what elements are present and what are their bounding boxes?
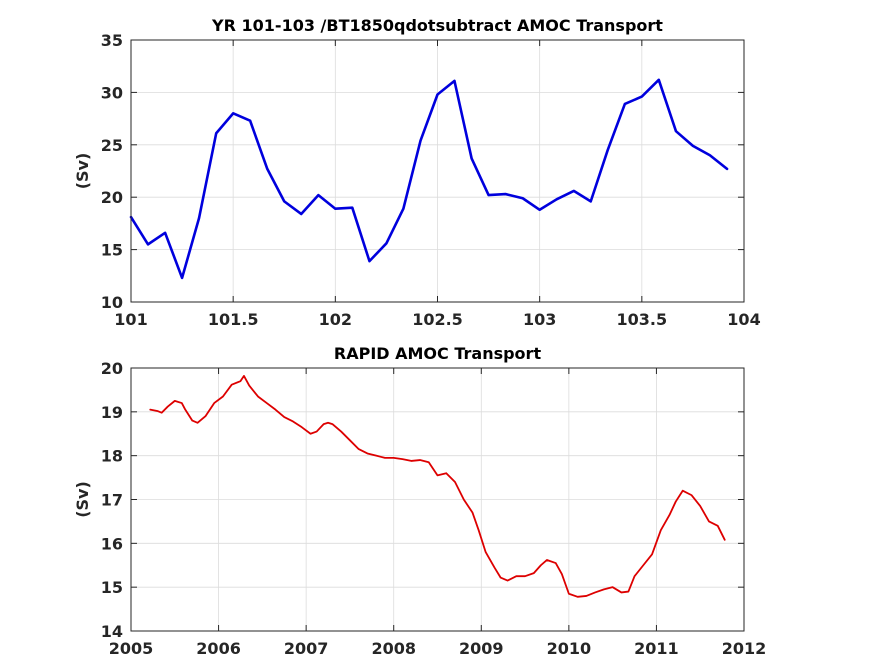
- y-tick-label: 30: [101, 83, 123, 102]
- y-tick-label: 20: [101, 188, 123, 207]
- y-tick-label: 25: [101, 136, 123, 155]
- y-tick-label: 15: [101, 241, 123, 260]
- y-tick-label: 16: [101, 534, 123, 553]
- x-tick-label: 2006: [196, 639, 241, 656]
- x-tick-label: 2007: [284, 639, 329, 656]
- y-tick-label: 14: [101, 622, 123, 641]
- series-line-0: [149, 374, 726, 598]
- y-tick-label: 10: [101, 293, 123, 312]
- x-tick-label: 101.5: [208, 310, 259, 329]
- y-tick-label: 18: [101, 447, 123, 466]
- y-axis-label: (Sv): [73, 481, 92, 518]
- x-tick-label: 102: [319, 310, 352, 329]
- y-axis-label: (Sv): [73, 153, 92, 190]
- x-tick-label: 2009: [459, 639, 504, 656]
- x-tick-label: 2012: [722, 639, 767, 656]
- chart-title: RAPID AMOC Transport: [334, 344, 542, 363]
- y-tick-label: 20: [101, 359, 123, 378]
- x-tick-label: 103.5: [617, 310, 668, 329]
- x-tick-label: 2010: [547, 639, 592, 656]
- bottom-chart: 2005 2006 2007 2008 2009 2010 2011 2012 14 15 16 17…: [73, 344, 766, 656]
- y-tick-label: 15: [101, 578, 123, 597]
- y-tick-label: 17: [101, 491, 123, 510]
- x-tick-label: 2011: [634, 639, 679, 656]
- x-tick-label: 102.5: [412, 310, 463, 329]
- top-chart: 101 101.5 102 102.5 103 103.5 104 10 15 20 25 30 35 Y…: [73, 16, 761, 329]
- chart-title: YR 101-103 /BT1850qdotsubtract AMOC Tran…: [211, 16, 663, 35]
- y-tick-label: 35: [101, 31, 123, 50]
- y-tick-label: 19: [101, 403, 123, 422]
- x-tick-label: 2005: [109, 639, 154, 656]
- x-tick-label: 103: [523, 310, 556, 329]
- x-tick-label: 2008: [371, 639, 416, 656]
- x-tick-label: 104: [727, 310, 760, 329]
- x-tick-label: 101: [114, 310, 147, 329]
- series-line-0: [129, 78, 729, 280]
